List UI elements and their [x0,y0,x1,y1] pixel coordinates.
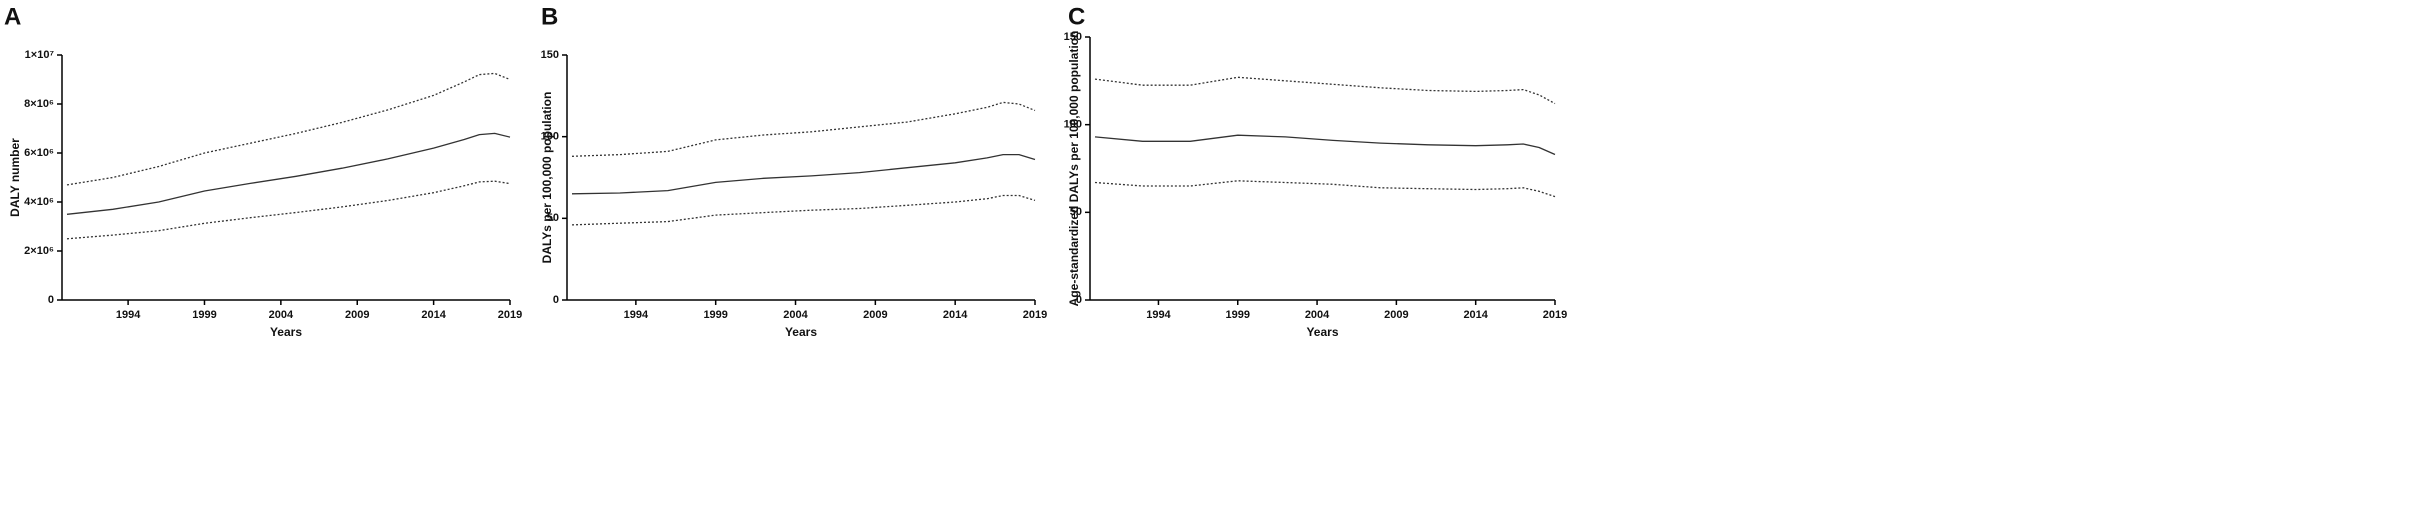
y-tick-label: 150 [541,49,559,61]
x-tick-label: 1994 [624,309,649,321]
x-tick-label: 2004 [1305,309,1330,321]
y-axis-label: DALY number [8,138,22,217]
x-axis-label: Years [270,325,302,339]
x-tick-label: 2019 [1023,309,1047,321]
x-tick-label: 2009 [1384,309,1408,321]
series-line [1094,134,1556,156]
series-line [66,180,511,240]
x-axis-label: Years [1306,325,1338,339]
series-line [571,101,1036,157]
panel-label: C [1068,3,1085,30]
x-tick-label: 1999 [703,309,727,321]
y-tick-label: 4×10⁶ [24,196,54,208]
series-line [1094,76,1556,105]
panel-label: A [4,3,21,30]
y-tick-label: 0 [553,294,559,306]
y-tick-label: 0 [1076,294,1082,306]
x-tick-label: 2019 [1543,309,1567,321]
x-tick-label: 1994 [1146,309,1171,321]
y-tick-label: 2×10⁶ [24,245,54,257]
x-tick-label: 1999 [1226,309,1250,321]
x-tick-label: 1999 [192,309,216,321]
y-tick-label: 8×10⁶ [24,98,54,110]
x-tick-label: 2014 [1463,309,1488,321]
y-tick-label: 6×10⁶ [24,147,54,159]
x-tick-label: 1994 [116,309,141,321]
panel-label: B [541,3,558,30]
series-line [571,194,1036,226]
y-axis-label: DALYs per 100,000 population [540,92,554,264]
y-tick-label: 1×10⁷ [25,49,55,61]
x-tick-label: 2014 [421,309,446,321]
x-tick-label: 2009 [345,309,369,321]
x-tick-label: 2019 [498,309,522,321]
series-line [66,132,511,215]
x-tick-label: 2004 [269,309,294,321]
y-tick-label: 50 [547,212,559,224]
x-tick-label: 2014 [943,309,968,321]
y-tick-label: 100 [1064,119,1082,131]
y-tick-label: 0 [48,294,54,306]
x-tick-label: 2004 [783,309,808,321]
y-axis-label: Age-standardized DALYs per 100,000 popul… [1067,31,1081,307]
series-line [1094,180,1556,198]
series-line [571,153,1036,195]
y-tick-label: 50 [1070,206,1082,218]
y-tick-label: 100 [541,131,559,143]
series-line [66,72,511,186]
x-axis-label: Years [785,325,817,339]
x-tick-label: 2009 [863,309,887,321]
y-tick-label: 150 [1064,31,1082,43]
